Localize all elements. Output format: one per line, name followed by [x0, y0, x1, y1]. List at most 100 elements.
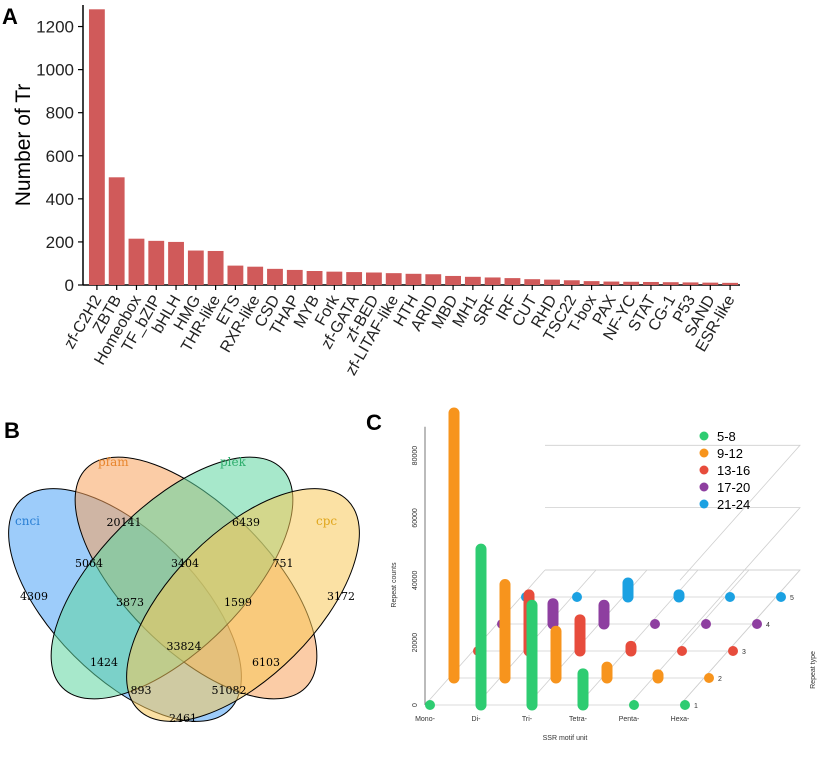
bar — [187, 250, 204, 285]
bar — [267, 268, 283, 285]
3d-bars — [425, 407, 786, 711]
y-axis-label: Number of Tr — [12, 84, 35, 207]
panel-b-label: B — [4, 418, 20, 443]
z-tick-label: 1 — [694, 703, 698, 710]
x-tick-label: Tri- — [522, 716, 533, 723]
bar — [326, 271, 343, 285]
bar-3d-zero — [752, 619, 762, 629]
bar — [148, 240, 165, 285]
x-tick-label: Di- — [472, 716, 482, 723]
region-cnci-pfam: 5064 — [75, 557, 103, 570]
region-plek: 6439 — [232, 516, 260, 529]
region-cnci-cpc: 2461 — [169, 712, 197, 725]
y-tick-label: 0 — [412, 703, 419, 707]
bar — [108, 177, 125, 285]
bar — [682, 282, 699, 285]
bar — [385, 273, 402, 285]
bar — [504, 278, 521, 285]
set-label-pfam: pfam — [98, 455, 129, 469]
region-pfam-plek: 3404 — [171, 557, 199, 570]
y-tick-label: 0 — [65, 276, 74, 295]
z-tick-label: 5 — [790, 595, 794, 602]
region-cpc: 3172 — [327, 590, 355, 603]
grid-line — [679, 569, 801, 706]
bar — [306, 271, 323, 285]
legend-label: 5-8 — [717, 429, 736, 444]
y-tick-label: 40000 — [412, 570, 419, 590]
legend-swatch — [699, 465, 709, 475]
bar — [366, 272, 382, 285]
bar-3d-zero — [677, 646, 687, 656]
z-tick-label: 4 — [766, 622, 770, 629]
y-tick-label: 1000 — [36, 61, 74, 80]
panel-a-label: A — [2, 4, 18, 29]
region-cnci-plek: 1424 — [90, 656, 118, 669]
bar-3d-zero — [680, 700, 690, 710]
bar-3d-zero — [704, 673, 714, 683]
bar — [88, 9, 105, 286]
z-axis-title: Repeat type — [810, 651, 817, 689]
y-tick-label: 200 — [46, 233, 74, 252]
bar — [286, 269, 303, 285]
x-tick-label: Penta- — [619, 716, 640, 723]
z-tick-label: 3 — [742, 649, 746, 656]
y-tick-label: 20000 — [412, 633, 419, 653]
bar — [563, 280, 580, 285]
venn-ellipse-cpc — [126, 488, 360, 722]
bar — [583, 281, 600, 285]
bar-3d-zero — [725, 592, 735, 602]
x-axis-title: SSR motif unit — [543, 735, 588, 742]
region-cnci-pfam-cpc: 51082 — [212, 684, 247, 697]
legend-swatch — [699, 499, 709, 509]
bar — [722, 282, 739, 285]
y-ticks: 0 200 400 600 800 1000 1200 — [36, 18, 83, 295]
grid-line — [628, 569, 750, 706]
bar — [702, 282, 719, 285]
set-label-cpc: cpc — [316, 514, 337, 528]
bar — [643, 281, 659, 285]
x-tick-label: Hexa- — [671, 716, 690, 723]
legend-swatch — [699, 448, 709, 458]
bar-3d-zero — [425, 700, 435, 710]
bar — [623, 281, 640, 285]
bar — [662, 282, 679, 285]
y-tick-label: 60000 — [412, 508, 419, 528]
set-label-cnci: cnci — [15, 514, 40, 528]
panel-c-label: C — [366, 410, 382, 435]
legend-swatch — [699, 482, 709, 492]
bar — [168, 241, 184, 285]
bar-3d-zero — [701, 619, 711, 629]
region-cnci-plek-cpc: 893 — [131, 684, 152, 697]
bar — [227, 265, 244, 285]
bar — [484, 277, 501, 285]
bar — [524, 279, 541, 285]
bar-3d-zero — [650, 619, 660, 629]
bar-chart-panel: A Number of Tr 0 200 400 600 800 1000 1200 zf-… — [2, 4, 740, 378]
bar — [603, 281, 620, 285]
bar — [445, 275, 461, 285]
bar-3d-zero — [629, 700, 639, 710]
y-tick-label: 80000 — [412, 446, 419, 466]
region-pfam-plek-cpc: 1599 — [224, 596, 252, 609]
x-tick-labels: zf-C2H2ZBTBHomeoboxTF_bZIPbHLHHMGTHR-lik… — [61, 285, 739, 378]
3d-x-tick-labels: Mono- Di- Tri- Tetra- Penta- Hexa- — [415, 716, 690, 723]
bar3d-panel: C 0 20000 40000 60000 80000 Mono- Di- Tri- Tetr… — [366, 407, 817, 742]
y-axis-title: Repeat counts — [391, 562, 398, 608]
bar-3d-zero — [572, 592, 582, 602]
x-tick-label: Tetra- — [569, 716, 588, 723]
legend-swatch — [699, 431, 709, 441]
legend-label: 17-20 — [717, 480, 750, 495]
bar — [405, 273, 422, 285]
region-cnci: 4309 — [20, 590, 48, 603]
z-tick-label: 2 — [718, 676, 722, 683]
bar — [247, 266, 264, 285]
bars — [88, 9, 739, 286]
y-tick-label: 600 — [46, 147, 74, 166]
legend-label: 21-24 — [717, 497, 750, 512]
bar — [346, 272, 363, 285]
bar — [464, 276, 481, 285]
3d-z-tick-labels: 1 2 3 4 5 — [694, 595, 794, 710]
region-cnci-pfam-plek: 3873 — [116, 596, 144, 609]
bar — [128, 238, 145, 285]
